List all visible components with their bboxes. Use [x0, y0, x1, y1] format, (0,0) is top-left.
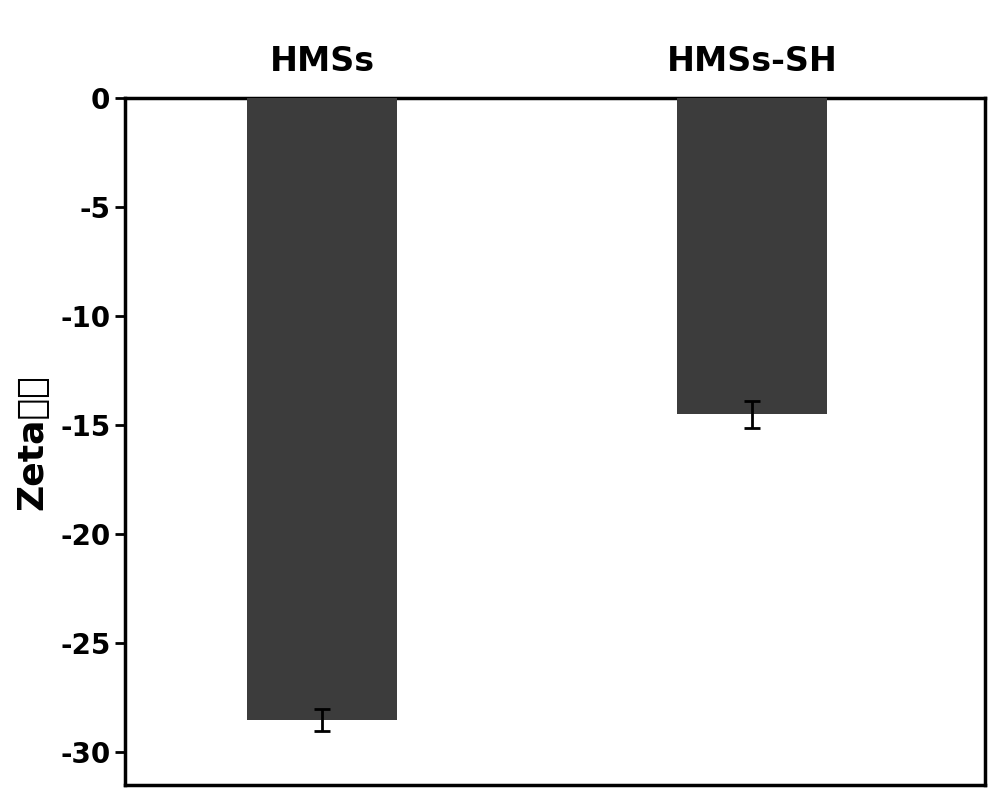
- Bar: [677, 98, 827, 414]
- Bar: [247, 98, 397, 720]
- Text: HMSs: HMSs: [270, 45, 375, 78]
- Text: HMSs-SH: HMSs-SH: [667, 45, 838, 78]
- Y-axis label: Zeta电势: Zeta电势: [15, 374, 49, 510]
